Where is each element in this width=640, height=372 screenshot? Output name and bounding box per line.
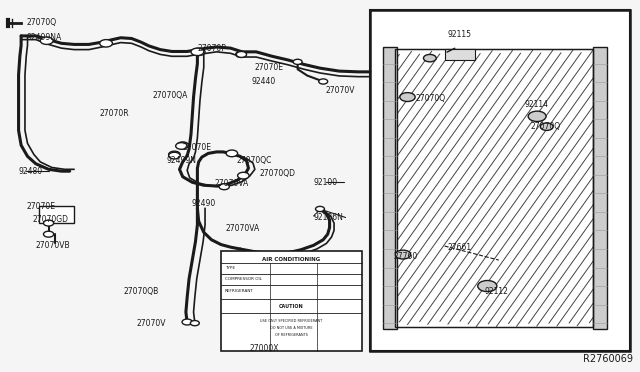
Text: 27070QD: 27070QD [259, 169, 295, 177]
Text: 27000X: 27000X [250, 344, 279, 353]
Text: 92490: 92490 [191, 199, 215, 208]
Bar [370, 10, 630, 351]
Text: 27070GD: 27070GD [33, 215, 68, 224]
Text: 92499N: 92499N [167, 155, 196, 164]
Bar [221, 251, 362, 351]
Circle shape [219, 184, 229, 190]
Text: 27070QA: 27070QA [153, 91, 188, 100]
Text: 27070V: 27070V [325, 86, 355, 95]
Circle shape [237, 172, 249, 179]
Bar [39, 206, 74, 223]
Text: 27070Q: 27070Q [416, 94, 446, 103]
Circle shape [191, 48, 204, 55]
Circle shape [400, 93, 415, 102]
Circle shape [236, 51, 246, 57]
Circle shape [540, 123, 553, 131]
Bar [383, 47, 397, 329]
Text: 27661: 27661 [448, 243, 472, 251]
Circle shape [190, 321, 199, 326]
Text: 27070E: 27070E [182, 142, 212, 151]
Text: 27070E: 27070E [255, 63, 284, 72]
Text: 27070E: 27070E [26, 202, 55, 211]
Text: 27070P: 27070P [197, 44, 227, 53]
Text: 92112: 92112 [484, 287, 509, 296]
Circle shape [236, 51, 246, 57]
Text: 92499NA: 92499NA [26, 33, 61, 42]
Text: 92100: 92100 [314, 178, 338, 187]
Text: 27070Q: 27070Q [26, 19, 56, 28]
Text: DO NOT USE A MIXTURE: DO NOT USE A MIXTURE [270, 326, 312, 330]
Circle shape [424, 54, 436, 62]
Text: 27070Q: 27070Q [531, 122, 561, 131]
Circle shape [40, 37, 53, 44]
Circle shape [177, 142, 188, 148]
Text: 27070QB: 27070QB [124, 287, 159, 296]
Text: AIR CONDITIONING: AIR CONDITIONING [262, 257, 321, 262]
Bar [396, 49, 593, 327]
Circle shape [169, 151, 180, 158]
Text: 92440: 92440 [252, 77, 276, 86]
Circle shape [192, 48, 205, 55]
Bar [593, 47, 607, 329]
Circle shape [226, 150, 237, 157]
Circle shape [477, 280, 497, 292]
Text: 27760: 27760 [394, 252, 418, 261]
Text: OF REFRIGERANTS: OF REFRIGERANTS [275, 333, 308, 337]
Circle shape [182, 319, 192, 325]
Text: 27070R: 27070R [100, 109, 129, 118]
Circle shape [175, 142, 187, 149]
Circle shape [169, 152, 180, 159]
Text: TYPE: TYPE [225, 266, 235, 270]
Bar [445, 49, 474, 60]
Text: 27070VA: 27070VA [225, 224, 260, 233]
Text: R2760069: R2760069 [583, 354, 633, 364]
Bar [396, 49, 593, 327]
Text: COMPRESSOR OIL: COMPRESSOR OIL [225, 278, 262, 281]
Circle shape [316, 206, 324, 212]
Text: 92115: 92115 [448, 29, 472, 39]
Text: 92480: 92480 [19, 167, 43, 176]
Text: REFRIGERANT: REFRIGERANT [225, 289, 253, 294]
Text: 27070VA: 27070VA [214, 179, 249, 187]
Circle shape [319, 79, 328, 84]
Bar [370, 10, 630, 351]
Text: CAUTION: CAUTION [279, 304, 303, 310]
Circle shape [100, 39, 113, 47]
Circle shape [44, 220, 54, 226]
Circle shape [293, 59, 302, 64]
Circle shape [528, 111, 546, 122]
Circle shape [44, 231, 54, 237]
Text: 27070VB: 27070VB [36, 241, 70, 250]
Text: 27070V: 27070V [136, 319, 166, 328]
Text: USE ONLY SPECIFIED REFRIGERANT: USE ONLY SPECIFIED REFRIGERANT [260, 319, 323, 323]
Text: 92136N: 92136N [314, 213, 344, 222]
Text: 27070QC: 27070QC [237, 155, 273, 164]
Circle shape [396, 250, 411, 259]
Text: 92114: 92114 [524, 100, 548, 109]
